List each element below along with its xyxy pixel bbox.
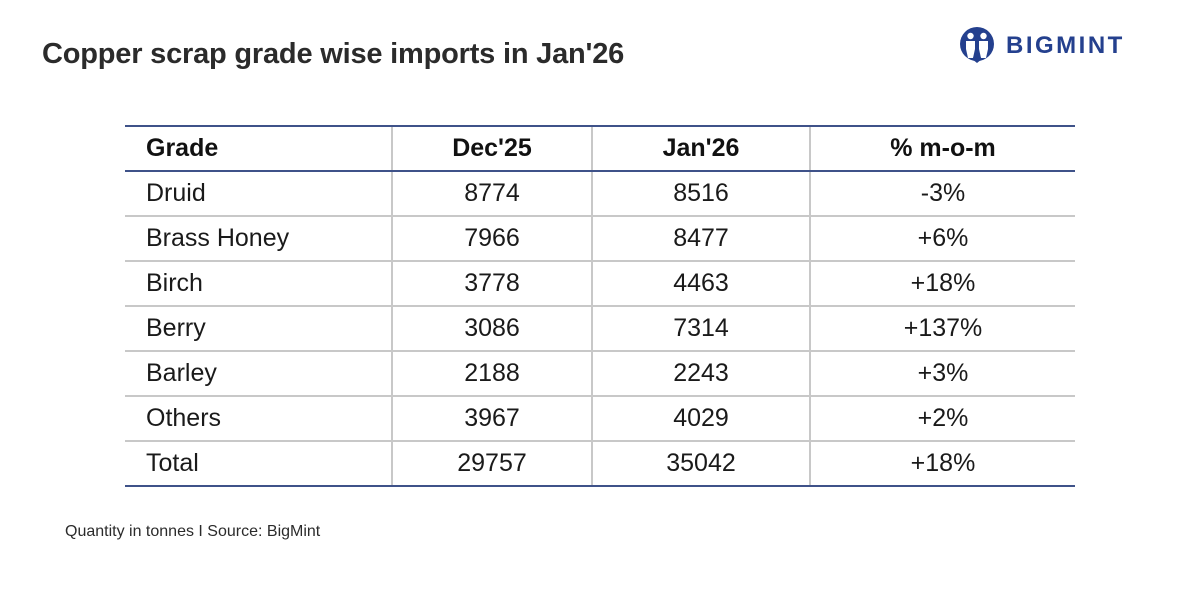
- dec25-cell: 29757: [391, 441, 592, 487]
- column-header-jan26: Jan'26: [591, 125, 810, 172]
- page-title: Copper scrap grade wise imports in Jan'2…: [42, 38, 625, 70]
- mom-cell: +6%: [809, 216, 1075, 262]
- grade-cell: Total: [125, 441, 392, 487]
- dec25-cell: 3778: [391, 261, 592, 307]
- table-header-row: Grade Dec'25 Jan'26 % m-o-m: [125, 125, 1075, 172]
- table-row: Druid 8774 8516 -3%: [125, 171, 1075, 217]
- grade-cell: Barley: [125, 351, 392, 397]
- column-header-grade: Grade: [125, 125, 392, 172]
- table-row: Brass Honey 7966 8477 +6%: [125, 216, 1075, 262]
- table-row: Berry 3086 7314 +137%: [125, 306, 1075, 352]
- grade-cell: Druid: [125, 171, 392, 217]
- mom-cell: -3%: [809, 171, 1075, 217]
- mom-cell: +18%: [809, 441, 1075, 487]
- table-row: Others 3967 4029 +2%: [125, 396, 1075, 442]
- table-row: Barley 2188 2243 +3%: [125, 351, 1075, 397]
- mom-cell: +2%: [809, 396, 1075, 442]
- jan26-cell: 4029: [591, 396, 810, 442]
- dec25-cell: 3086: [391, 306, 592, 352]
- mom-cell: +3%: [809, 351, 1075, 397]
- jan26-cell: 35042: [591, 441, 810, 487]
- brand-logo: BIGMINT: [958, 26, 1125, 66]
- mom-cell: +137%: [809, 306, 1075, 352]
- table-row: Birch 3778 4463 +18%: [125, 261, 1075, 307]
- mom-cell: +18%: [809, 261, 1075, 307]
- jan26-cell: 7314: [591, 306, 810, 352]
- dec25-cell: 7966: [391, 216, 592, 262]
- jan26-cell: 8477: [591, 216, 810, 262]
- grade-cell: Berry: [125, 306, 392, 352]
- grade-cell: Others: [125, 396, 392, 442]
- dec25-cell: 8774: [391, 171, 592, 217]
- bigmint-logo-icon: [960, 27, 994, 63]
- column-header-dec25: Dec'25: [391, 125, 592, 172]
- brand-logo-text: BIGMINT: [1006, 32, 1125, 59]
- jan26-cell: 2243: [591, 351, 810, 397]
- source-note: Quantity in tonnes I Source: BigMint: [65, 523, 321, 540]
- jan26-cell: 4463: [591, 261, 810, 307]
- table-row-total: Total 29757 35042 +18%: [125, 441, 1075, 487]
- column-header-mom: % m-o-m: [809, 125, 1075, 172]
- dec25-cell: 2188: [391, 351, 592, 397]
- imports-table: Grade Dec'25 Jan'26 % m-o-m Druid 8774 8…: [125, 125, 1075, 487]
- dec25-cell: 3967: [391, 396, 592, 442]
- jan26-cell: 8516: [591, 171, 810, 217]
- grade-cell: Brass Honey: [125, 216, 392, 262]
- grade-cell: Birch: [125, 261, 392, 307]
